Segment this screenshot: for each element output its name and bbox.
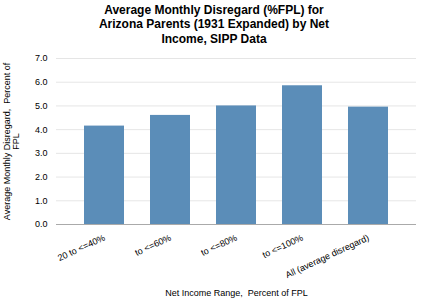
- svg-text:1.0: 1.0: [35, 196, 48, 206]
- svg-text:to <=60%: to <=60%: [133, 233, 172, 258]
- svg-text:0.0: 0.0: [35, 220, 48, 230]
- svg-text:3.0: 3.0: [35, 148, 48, 158]
- svg-text:Average Monthly Disregard, Pe: Average Monthly Disregard, Percent ofFPL: [2, 62, 21, 220]
- svg-text:7.0: 7.0: [35, 54, 48, 64]
- svg-text:to <=100%: to <=100%: [261, 233, 305, 260]
- svg-text:5.0: 5.0: [35, 101, 48, 111]
- svg-text:20 to <=40%: 20 to <=40%: [56, 233, 106, 264]
- html-text:Average Monthly Disregard (%FP: Average Monthly Disregard (%FPL) for Ari…: [99, 3, 329, 46]
- svg-text:All (average disregard): All (average disregard): [284, 233, 371, 281]
- svg-text:2.0: 2.0: [35, 172, 48, 182]
- svg-text:Net Income Range, Percent of: Net Income Range, Percent of FPL: [165, 288, 308, 298]
- svg-text:6.0: 6.0: [35, 77, 48, 87]
- svg-text:to <=80%: to <=80%: [199, 233, 238, 258]
- svg-text:4.0: 4.0: [35, 125, 48, 135]
